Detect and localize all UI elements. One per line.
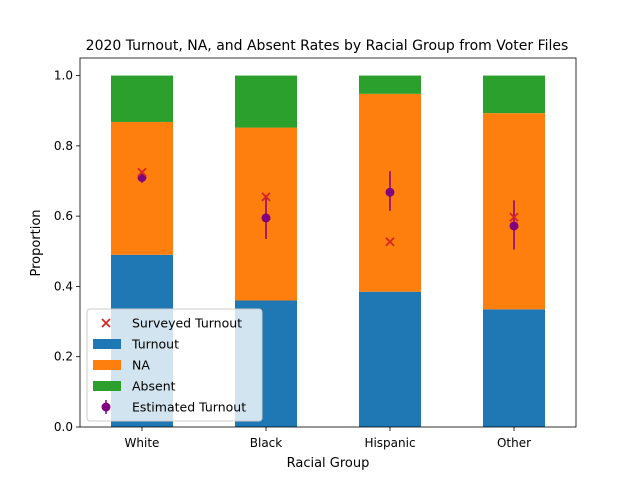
estimated-turnout-point-hispanic [385,187,395,197]
legend: Surveyed Turnout Turnout NA Absent Estimated… [86,308,263,422]
surveyed-turnout-point-hispanic [385,237,395,247]
bar-na-white [111,121,173,255]
bar-turnout-other [483,309,545,427]
legend-swatch-turnout [93,339,121,349]
x-tick-label-hispanic: Hispanic [364,436,415,450]
legend-label-absent: Absent [132,379,176,394]
surveyed-turnout-point-other [509,212,519,222]
estimated-turnout-point-black [261,213,271,223]
markers-layer [137,167,519,250]
bar-absent-white [111,75,173,122]
y-tick-label-1.0: 1.0 [54,69,73,83]
legend-swatch-na [93,360,121,370]
chart-title: 2020 Turnout, NA, and Absent Rates by Ra… [86,38,569,54]
legend-label-na: NA [132,358,150,373]
y-tick-label-0.2: 0.2 [54,350,73,364]
plot-frame [79,57,577,428]
legend-swatch-absent [93,381,121,391]
estimated-turnout-point-other [509,221,519,231]
bar-absent-black [235,75,297,128]
legend-label-estimated-turnout: Estimated Turnout [132,400,246,415]
x-tick-label-other: Other [497,436,531,450]
y-tick-label-0.8: 0.8 [54,139,73,153]
x-tick-label-white: White [125,436,160,450]
y-axis-label: Proportion [29,209,44,276]
bar-turnout-hispanic [359,291,421,427]
legend-symbol-estimated-turnout [101,402,111,412]
surveyed-turnout-point-black [261,192,271,202]
axes-layer: 0.0 0.2 0.4 0.6 0.8 1.0 White Black Hispanic Othe… [54,57,577,450]
legend-box [86,308,263,422]
x-axis-label: Racial Group [287,456,370,471]
y-tick-label-0.0: 0.0 [54,420,73,434]
y-tick-label-0.6: 0.6 [54,209,73,223]
legend-label-surveyed-turnout: Surveyed Turnout [132,316,242,331]
bar-absent-other [483,75,545,114]
legend-symbol-surveyed-turnout [101,318,111,328]
bar-absent-hispanic [359,75,421,94]
surveyed-turnout-point-white [137,167,147,177]
legend-label-turnout: Turnout [131,337,179,352]
y-tick-label-0.4: 0.4 [54,279,73,293]
x-tick-label-black: Black [250,436,283,450]
